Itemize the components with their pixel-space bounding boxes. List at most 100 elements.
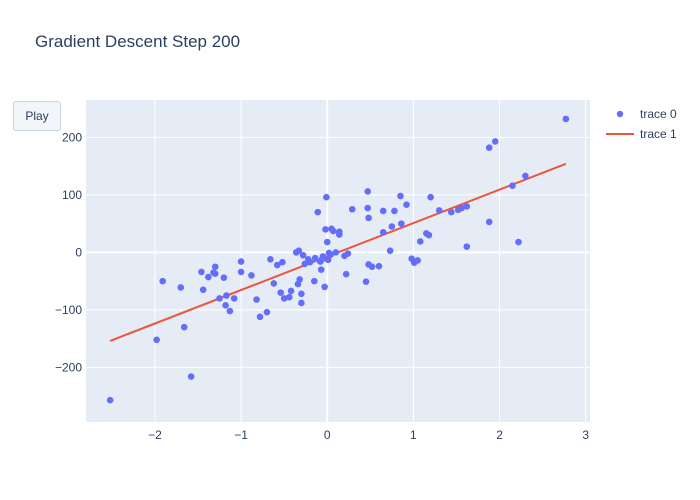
- scatter-point: [447, 208, 455, 216]
- x-tick-label: 0: [324, 428, 331, 442]
- scatter-point: [391, 207, 398, 215]
- scatter-point: [344, 250, 352, 257]
- y-tick-label: −200: [55, 360, 82, 374]
- scatter-point: [298, 299, 305, 307]
- scatter-point: [248, 272, 255, 279]
- scatter-point: [348, 205, 356, 213]
- scatter-point: [365, 214, 372, 222]
- scatter-point: [253, 296, 260, 303]
- scatter-point: [321, 283, 328, 291]
- scatter-point: [398, 220, 405, 227]
- play-button[interactable]: Play: [13, 101, 61, 131]
- scatter-point: [230, 295, 238, 302]
- scatter-point: [210, 269, 217, 276]
- scatter-point: [328, 225, 335, 233]
- scatter-point: [180, 323, 188, 331]
- scatter-point: [365, 261, 372, 268]
- scatter-point: [187, 373, 195, 380]
- scatter-points-group: [106, 115, 570, 404]
- scatter-point: [311, 277, 318, 285]
- scatter-point: [375, 262, 383, 270]
- plot-background: [86, 100, 590, 422]
- x-tick-label: 1: [410, 428, 417, 442]
- scatter-point: [270, 280, 278, 287]
- scatter-point: [509, 182, 516, 189]
- chart-title: Gradient Descent Step 200: [35, 32, 241, 51]
- scatter-point: [386, 247, 394, 254]
- y-tick-label: 0: [75, 245, 82, 259]
- y-tick-label: 200: [62, 130, 82, 144]
- scatter-point: [317, 258, 324, 265]
- scatter-point: [342, 270, 350, 278]
- scatter-point: [299, 251, 307, 259]
- scatter-point: [324, 256, 332, 264]
- scatter-point: [491, 138, 499, 145]
- scatter-point: [335, 228, 343, 235]
- scatter-point: [199, 286, 207, 294]
- scatter-point: [454, 206, 462, 214]
- legend-label-trace-0: trace 0: [640, 107, 677, 121]
- x-tick-label: 2: [496, 428, 503, 442]
- scatter-point: [205, 273, 212, 281]
- scatter-point: [427, 193, 434, 201]
- legend-marker-trace-0: [616, 110, 624, 118]
- scatter-point: [463, 243, 471, 250]
- scatter-point: [237, 268, 245, 276]
- scatter-point: [317, 266, 325, 273]
- scatter-point: [314, 208, 322, 216]
- scatter-point: [515, 238, 522, 246]
- scatter-point: [364, 188, 372, 195]
- x-tick-label: −1: [234, 428, 248, 442]
- scatter-point: [277, 289, 285, 296]
- scatter-point: [279, 258, 286, 266]
- scatter-point: [280, 295, 288, 302]
- scatter-point: [311, 254, 319, 262]
- scatter-point: [294, 280, 302, 288]
- legend[interactable]: trace 0 trace 1: [606, 107, 677, 141]
- scatter-point: [298, 290, 305, 298]
- scatter-point: [216, 295, 223, 302]
- y-tick-label: 100: [62, 188, 82, 202]
- scatter-point: [485, 144, 493, 152]
- scatter-point: [364, 204, 372, 212]
- scatter-point: [435, 207, 443, 214]
- scatter-point: [263, 308, 271, 316]
- scatter-point: [323, 238, 331, 246]
- scatter-point: [304, 255, 312, 263]
- scatter-point: [388, 223, 396, 230]
- scatter-point: [397, 192, 404, 200]
- scatter-point: [273, 261, 281, 269]
- x-tick-label: −2: [148, 428, 162, 442]
- scatter-point: [159, 277, 166, 285]
- x-axis-ticks: −2 −1 0 1 2 3: [148, 428, 589, 442]
- scatter-point: [287, 287, 295, 295]
- scatter-point: [403, 201, 410, 208]
- y-tick-label: −100: [55, 303, 82, 317]
- scatter-point: [463, 203, 471, 210]
- scatter-point: [106, 396, 114, 404]
- scatter-point: [425, 231, 433, 239]
- scatter-point: [177, 284, 185, 291]
- scatter-point: [485, 218, 493, 226]
- scatter-point: [267, 255, 274, 263]
- scatter-point: [153, 336, 160, 344]
- scatter-point: [223, 292, 230, 299]
- scatter-point: [198, 268, 205, 276]
- scatter-point: [211, 263, 219, 271]
- scatter-point: [286, 293, 293, 301]
- scatter-point: [301, 260, 309, 268]
- scatter-point: [362, 278, 370, 286]
- scatter-point: [522, 172, 529, 180]
- scatter-point: [322, 226, 329, 233]
- scatter-point: [562, 115, 570, 123]
- scatter-point: [220, 274, 228, 281]
- scatter-point: [379, 228, 387, 236]
- scatter-point: [416, 238, 424, 245]
- scatter-point: [323, 193, 330, 201]
- scatter-point: [325, 249, 333, 257]
- scatter-point: [379, 207, 387, 215]
- scatter-point: [226, 307, 234, 315]
- legend-label-trace-1: trace 1: [640, 127, 677, 141]
- scatter-point: [222, 301, 229, 309]
